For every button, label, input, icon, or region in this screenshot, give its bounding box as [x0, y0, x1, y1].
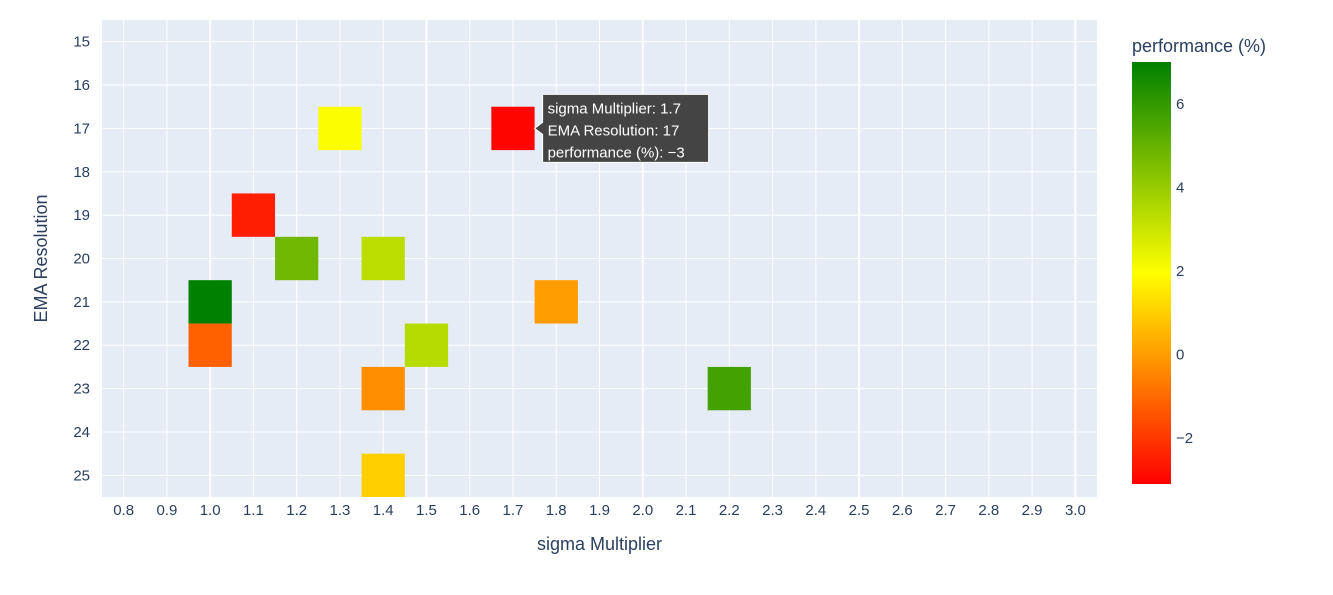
- x-tick-label: 1.9: [589, 502, 610, 519]
- heatmap-cell[interactable]: [707, 366, 751, 411]
- y-tick-label: 23: [73, 381, 90, 398]
- x-tick-label: 2.0: [632, 502, 653, 519]
- colorbar: [1132, 62, 1171, 484]
- y-tick-label: 16: [73, 77, 90, 94]
- heatmap-cell[interactable]: [534, 280, 578, 324]
- colorbar-tick-label: 2: [1176, 263, 1184, 280]
- y-tick-label: 25: [73, 467, 90, 484]
- y-axis-ticks: 15 16 17 18 19 20 21 22 23 24 25: [73, 34, 90, 485]
- heatmap-cell[interactable]: [404, 323, 449, 367]
- tooltip-line-y: EMA Resolution: 17: [548, 122, 680, 139]
- x-tick-label: 1.8: [546, 502, 567, 519]
- y-tick-label: 24: [73, 424, 90, 441]
- colorbar-title: performance (%): [1132, 36, 1266, 56]
- tooltip-line-z: performance (%): −3: [548, 144, 685, 161]
- heatmap-cell[interactable]: [275, 236, 319, 281]
- y-tick-label: 18: [73, 164, 90, 181]
- x-tick-label: 3.0: [1065, 502, 1086, 519]
- colorbar-ticks: −2 0 2 4 6: [1176, 96, 1193, 447]
- y-axis-title: EMA Resolution: [31, 194, 51, 322]
- heatmap-cell[interactable]: [318, 106, 362, 151]
- x-tick-label: 0.8: [113, 502, 134, 519]
- x-tick-label: 2.6: [892, 502, 913, 519]
- colorbar-tick-label: −2: [1176, 430, 1193, 447]
- x-tick-label: 1.1: [243, 502, 264, 519]
- x-tick-label: 2.1: [676, 502, 697, 519]
- tooltip-line-x: sigma Multiplier: 1.7: [548, 100, 681, 117]
- heatmap-cell[interactable]: [361, 366, 405, 411]
- y-tick-label: 15: [73, 34, 90, 51]
- heatmap-cell[interactable]: [188, 280, 232, 324]
- y-tick-label: 22: [73, 337, 90, 354]
- y-tick-label: 20: [73, 251, 90, 268]
- x-tick-label: 1.6: [459, 502, 480, 519]
- heatmap-cell[interactable]: [491, 106, 535, 151]
- colorbar-tick-label: 0: [1176, 346, 1184, 363]
- x-tick-label: 2.7: [935, 502, 956, 519]
- x-tick-label: 1.7: [503, 502, 524, 519]
- colorbar-tick-label: 6: [1176, 96, 1184, 113]
- heatmap-cells: [188, 106, 751, 497]
- x-axis-ticks: 0.8 0.9 1.0 1.1 1.2 1.3 1.4 1.5 1.6 1.7 1.8 1.9 2.0 2…: [113, 502, 1086, 519]
- y-tick-label: 19: [73, 207, 90, 224]
- tooltip-box: [533, 93, 710, 163]
- hover-tooltip: sigma Multiplier: 1.7 EMA Resolution: 17…: [533, 93, 710, 163]
- heatmap-cell[interactable]: [188, 323, 232, 367]
- x-tick-label: 2.9: [1022, 502, 1043, 519]
- x-tick-label: 2.3: [762, 502, 783, 519]
- heatmap-cell[interactable]: [361, 453, 405, 497]
- heatmap-cell[interactable]: [231, 193, 276, 237]
- x-tick-label: 1.3: [330, 502, 351, 519]
- x-axis-title: sigma Multiplier: [537, 534, 662, 554]
- x-tick-label: 0.9: [156, 502, 177, 519]
- x-tick-label: 1.0: [200, 502, 221, 519]
- y-tick-label: 17: [73, 120, 90, 137]
- x-tick-label: 1.2: [286, 502, 307, 519]
- x-tick-label: 1.5: [416, 502, 437, 519]
- x-tick-label: 1.4: [373, 502, 394, 519]
- heatmap-cell[interactable]: [361, 236, 405, 281]
- x-tick-label: 2.8: [978, 502, 999, 519]
- y-tick-label: 21: [73, 294, 90, 311]
- x-tick-label: 2.4: [805, 502, 826, 519]
- x-tick-label: 2.5: [849, 502, 870, 519]
- x-tick-label: 2.2: [719, 502, 740, 519]
- colorbar-tick-label: 4: [1176, 179, 1184, 196]
